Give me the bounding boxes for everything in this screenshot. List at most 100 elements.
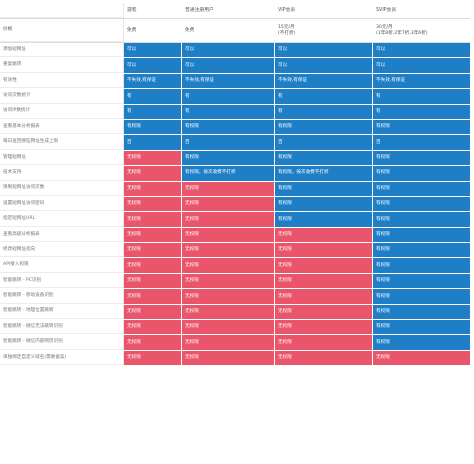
feature-cell-guest: 无权限 bbox=[124, 258, 182, 273]
table-row: 添加短网址 可以 可以 可以 可以 bbox=[0, 43, 470, 59]
feature-label: 有效性 bbox=[0, 73, 124, 89]
feature-cell-guest: 无权限 bbox=[124, 273, 182, 289]
header-cell-guest: 游客 bbox=[124, 3, 182, 18]
feature-cell-guest: 有 bbox=[124, 104, 182, 119]
feature-cell-vip: 有 bbox=[275, 89, 373, 104]
feature-label: 访问IP数统计 bbox=[0, 104, 124, 119]
price-note: (不打折) bbox=[278, 30, 296, 36]
feature-cell-svip: 可以 bbox=[373, 43, 470, 58]
table-row: 访问次数统计有有有有 bbox=[0, 89, 470, 105]
feature-label: API接入权限 bbox=[0, 258, 124, 273]
feature-cell-registered-user: 不失效,有保证 bbox=[182, 73, 275, 89]
table-row: 访问IP数统计有有有有 bbox=[0, 104, 470, 120]
table-row: 管理短网址 无权限 有权限 有权限 有权限 bbox=[0, 150, 470, 167]
table-row: 修改短网址指向 无权限 无权限 无权限 有权限 bbox=[0, 243, 470, 259]
table-row: 智能跳转 - 地理位置跳转 无权限 无权限 无权限 有权限 bbox=[0, 304, 470, 321]
feature-cell-guest: 有 bbox=[124, 89, 182, 104]
feature-cell-guest: 无权限 bbox=[124, 227, 182, 243]
feature-label: 查看基本分析报表 bbox=[0, 119, 124, 135]
feature-cell-svip: 无权限 bbox=[373, 350, 470, 366]
table-row: 智能跳转 - 移动设备识别 无权限 无权限 无权限 有权限 bbox=[0, 289, 470, 305]
header-cell-blank bbox=[0, 3, 124, 18]
feature-cell-svip: 可以 bbox=[373, 58, 470, 73]
feature-cell-registered-user: 无权限 bbox=[182, 258, 275, 273]
feature-cell-vip: 无权限 bbox=[275, 320, 373, 335]
header-cell-registered-user: 普通注册用户 bbox=[182, 3, 275, 18]
price-line: 30元/月 bbox=[376, 24, 393, 30]
feature-label: 智能跳转 - PC识别 bbox=[0, 273, 124, 289]
feature-cell-vip: 有 bbox=[275, 104, 373, 119]
feature-label: 管理短网址 bbox=[0, 150, 124, 166]
price-cell-guest: 免费 bbox=[124, 19, 182, 42]
price-line: 免费 bbox=[185, 27, 195, 33]
feature-label: 设置短网址访问密码 bbox=[0, 196, 124, 212]
feature-cell-guest: 有权限 bbox=[124, 119, 182, 135]
table-row: 有效性 不失效,有保证 不失效,有保证 不失效,有保证 不失效,有保证 bbox=[0, 73, 470, 90]
feature-cell-registered-user: 可以 bbox=[182, 43, 275, 58]
feature-label: 重复跳转 bbox=[0, 58, 124, 73]
feature-cell-svip: 有 bbox=[373, 89, 470, 104]
table-row: 技术支持 无权限 有权限，按次收费不打折 有权限，按次收费不打折 有权限 bbox=[0, 166, 470, 182]
table-row: 限制短网址访问次数 无权限 无权限 有权限 有权限 bbox=[0, 181, 470, 197]
feature-cell-vip: 可以 bbox=[275, 58, 373, 73]
feature-cell-svip: 有权限 bbox=[373, 258, 470, 273]
feature-cell-guest: 不失效,有保证 bbox=[124, 73, 182, 89]
price-line: 15元/月 bbox=[278, 24, 295, 30]
feature-cell-registered-user: 无权限 bbox=[182, 243, 275, 258]
feature-cell-svip: 有权限 bbox=[373, 119, 470, 135]
feature-cell-registered-user: 有 bbox=[182, 104, 275, 119]
feature-cell-vip: 无权限 bbox=[275, 273, 373, 289]
membership-comparison-table: 游客 普通注册用户 VIP会员 SVIP会员 价格 免费 免费 15元/月 (不… bbox=[0, 3, 470, 367]
feature-label: 智能跳转 - 地理位置跳转 bbox=[0, 304, 124, 320]
price-cell-vip: 15元/月 (不打折) bbox=[275, 19, 373, 42]
table-row: 单独绑定自定义域名(需要备案) 无权限 无权限 无权限 无权限 bbox=[0, 350, 470, 367]
feature-label: 添加短网址 bbox=[0, 43, 124, 58]
feature-cell-svip: 有权限 bbox=[373, 243, 470, 258]
feature-cell-registered-user: 有权限，按次收费不打折 bbox=[182, 166, 275, 181]
feature-cell-vip: 有权限 bbox=[275, 212, 373, 227]
feature-cell-vip: 有权限 bbox=[275, 196, 373, 212]
feature-cell-guest: 无权限 bbox=[124, 181, 182, 196]
price-cell-svip: 30元/月 (1年8折,2年7折,3年6折) bbox=[373, 19, 470, 42]
price-cell-registered-user: 免费 bbox=[182, 19, 275, 42]
feature-cell-guest: 无权限 bbox=[124, 350, 182, 366]
price-row: 价格 免费 免费 15元/月 (不打折) 30元/月 (1年8折,2年7折,3年… bbox=[0, 19, 470, 43]
feature-cell-guest: 可以 bbox=[124, 58, 182, 73]
feature-cell-registered-user: 无权限 bbox=[182, 181, 275, 196]
feature-cell-registered-user: 无权限 bbox=[182, 273, 275, 289]
feature-cell-svip: 有权限 bbox=[373, 335, 470, 350]
feature-cell-guest: 无权限 bbox=[124, 304, 182, 320]
feature-cell-registered-user: 无权限 bbox=[182, 350, 275, 366]
feature-cell-registered-user: 有 bbox=[182, 89, 275, 104]
feature-cell-svip: 有权限 bbox=[373, 273, 470, 289]
table-row: 查看高级分析报表 无权限 无权限 无权限 有权限 bbox=[0, 227, 470, 244]
feature-cell-svip: 有权限 bbox=[373, 227, 470, 243]
feature-cell-svip: 有权限 bbox=[373, 289, 470, 304]
feature-label: 技术支持 bbox=[0, 166, 124, 181]
feature-cell-registered-user: 无权限 bbox=[182, 196, 275, 212]
feature-cell-svip: 百 bbox=[373, 135, 470, 150]
table-row: 指定短网址URL 无权限 无权限 有权限 有权限 bbox=[0, 212, 470, 228]
feature-label: 限制短网址访问次数 bbox=[0, 181, 124, 196]
feature-cell-svip: 有权限 bbox=[373, 196, 470, 212]
table-row: 重复跳转 可以 可以 可以 可以 bbox=[0, 58, 470, 74]
table-row: 智能跳转 - 微信内部网页识别 无权限 无权限 无权限 有权限 bbox=[0, 335, 470, 351]
feature-cell-registered-user: 有权限 bbox=[182, 150, 275, 166]
feature-cell-svip: 有权限 bbox=[373, 212, 470, 227]
feature-cell-guest: 无权限 bbox=[124, 243, 182, 258]
feature-cell-registered-user: 无权限 bbox=[182, 320, 275, 335]
table-row: 智能跳转 - 微信无法跳转识别 无权限 无权限 无权限 有权限 bbox=[0, 320, 470, 336]
feature-cell-svip: 有权限 bbox=[373, 304, 470, 320]
feature-cell-registered-user: 无权限 bbox=[182, 227, 275, 243]
feature-label: 每日查回哪些网址生成上限 bbox=[0, 135, 124, 150]
feature-cell-svip: 有权限 bbox=[373, 320, 470, 335]
table-header-row: 游客 普通注册用户 VIP会员 SVIP会员 bbox=[0, 3, 470, 19]
feature-rows: 添加短网址 可以 可以 可以 可以 重复跳转 可以 可以 可以 可以 有效性 不失效,有保证 不失效,有… bbox=[0, 43, 470, 367]
feature-cell-vip: 不失效,有保证 bbox=[275, 73, 373, 89]
feature-label: 单独绑定自定义域名(需要备案) bbox=[0, 350, 124, 366]
feature-cell-vip: 无权限 bbox=[275, 289, 373, 304]
feature-cell-guest: 无权限 bbox=[124, 150, 182, 166]
feature-cell-vip: 可以 bbox=[275, 43, 373, 58]
feature-cell-svip: 有权限 bbox=[373, 150, 470, 166]
feature-label: 访问次数统计 bbox=[0, 89, 124, 104]
